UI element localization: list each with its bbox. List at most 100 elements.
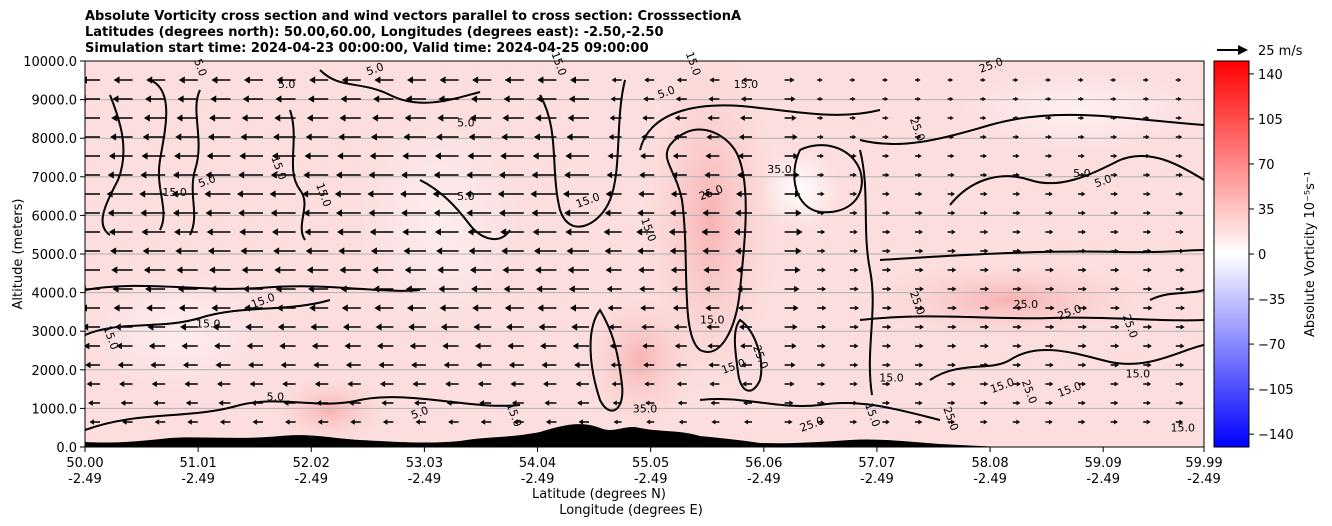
wind-vector-head	[572, 342, 579, 350]
wind-vector-head	[669, 247, 676, 255]
wind-vector-head	[239, 228, 246, 236]
wind-vector-head	[339, 114, 346, 122]
wind-vector-head	[85, 76, 87, 84]
wind-vector-head	[917, 77, 921, 83]
wind-vector-head	[502, 266, 509, 274]
wind-vector-head	[951, 400, 956, 406]
wind-vector-head	[743, 400, 748, 406]
wind-vector-head	[643, 362, 648, 368]
contour-line	[859, 149, 874, 396]
wind-vector-head	[211, 76, 218, 84]
x-tick-label-latitude: 50.00	[66, 456, 103, 471]
wind-vector-head	[245, 323, 252, 331]
wind-vector-head	[1016, 229, 1021, 235]
wind-vector-head	[1015, 134, 1020, 140]
wind-vector-head	[438, 95, 445, 103]
wind-vector-head	[885, 153, 890, 159]
wind-vector-head	[436, 133, 443, 141]
colorbar-label: Absolute Vorticity 10⁻⁵s⁻¹	[1303, 171, 1318, 337]
wind-vector-head	[411, 361, 417, 369]
wind-vector-head	[237, 190, 243, 198]
contour-label: 15.0	[1170, 422, 1195, 435]
wind-vector-head	[532, 152, 539, 160]
wind-vector-head	[854, 248, 859, 254]
wind-vector-head	[313, 361, 319, 369]
wind-vector-head	[1145, 115, 1150, 121]
wind-vector-head	[1147, 362, 1152, 368]
wind-vector-head	[1081, 191, 1086, 197]
wind-vector-head	[446, 400, 452, 406]
wind-vector-head	[119, 380, 125, 388]
wind-vector-head	[275, 95, 282, 103]
wind-vector-head	[1178, 153, 1183, 159]
wind-vector-head	[317, 419, 323, 425]
wind-vector-head	[819, 134, 824, 140]
wind-vector-head	[820, 419, 825, 425]
wind-vector-head	[982, 115, 987, 121]
wind-vector-head	[311, 342, 318, 350]
wind-vector-head	[570, 304, 576, 312]
wind-vector-head	[1015, 96, 1019, 102]
wind-vector-head	[1113, 134, 1118, 140]
wind-vector-head	[374, 76, 381, 84]
wind-vector-head	[854, 286, 859, 292]
contour-line	[539, 79, 626, 228]
wind-vector-head	[739, 134, 744, 140]
wind-vector-head	[532, 228, 539, 236]
wind-vector-head	[706, 324, 712, 330]
wind-vector-head	[174, 152, 181, 160]
wind-vector-head	[145, 285, 152, 293]
colorbar-tick-label: −105	[1258, 383, 1294, 398]
contour-line	[85, 396, 521, 431]
wind-vector-head	[646, 419, 651, 425]
wind-vector-head	[178, 76, 185, 84]
wind-vector-head	[734, 228, 740, 236]
wind-vector-head	[885, 134, 889, 140]
wind-vector-head	[704, 171, 710, 179]
wind-vector-head	[791, 96, 796, 102]
wind-vector-head	[176, 266, 183, 274]
wind-vector-head	[177, 285, 184, 293]
wind-vector-head	[791, 115, 797, 121]
wind-vector-head	[1147, 286, 1153, 292]
wind-vector-head	[172, 209, 179, 217]
wind-vector-head	[886, 248, 891, 254]
wind-vector-head	[140, 171, 147, 179]
wind-vector-head	[793, 304, 799, 312]
wind-vector-head	[345, 361, 352, 369]
wind-vector-head	[538, 323, 545, 331]
x-tick-label-longitude: -2.49	[408, 472, 442, 487]
wind-vector-head	[473, 323, 480, 331]
wind-vector-head	[302, 190, 309, 198]
wind-vector-head	[605, 190, 612, 198]
wind-vector-head	[111, 114, 118, 122]
wind-vector-head	[244, 76, 250, 84]
x-tick-label-latitude: 51.01	[180, 456, 217, 471]
wind-vector-head	[1179, 210, 1184, 216]
wind-vector-head	[738, 152, 744, 160]
wind-vector-head	[1014, 77, 1019, 83]
wind-vector-head	[1146, 400, 1151, 406]
wind-vector-head	[270, 171, 277, 179]
wind-vector-head	[205, 171, 212, 179]
wind-vector-head	[154, 419, 160, 425]
wind-vector-head	[334, 190, 341, 198]
wind-vector-head	[571, 323, 578, 331]
wind-vector-head	[504, 304, 511, 312]
wind-vector-head	[637, 209, 643, 217]
wind-vector-head	[1115, 343, 1120, 349]
wind-vector-head	[340, 285, 347, 293]
wind-vector-head	[886, 343, 892, 349]
wind-vector-head	[305, 133, 312, 141]
wind-vector-head	[415, 419, 420, 425]
wind-vector-head	[466, 209, 473, 217]
wind-vector-head	[741, 362, 746, 368]
wind-vector-head	[145, 95, 152, 103]
wind-vector-head	[533, 133, 540, 141]
contour-line	[859, 113, 1204, 145]
wind-vector-head	[533, 247, 540, 255]
wind-vector-head	[1082, 286, 1087, 292]
contour-label: 5.0	[365, 60, 386, 78]
wind-vector-head	[314, 380, 320, 388]
wind-vector-head	[612, 400, 617, 406]
